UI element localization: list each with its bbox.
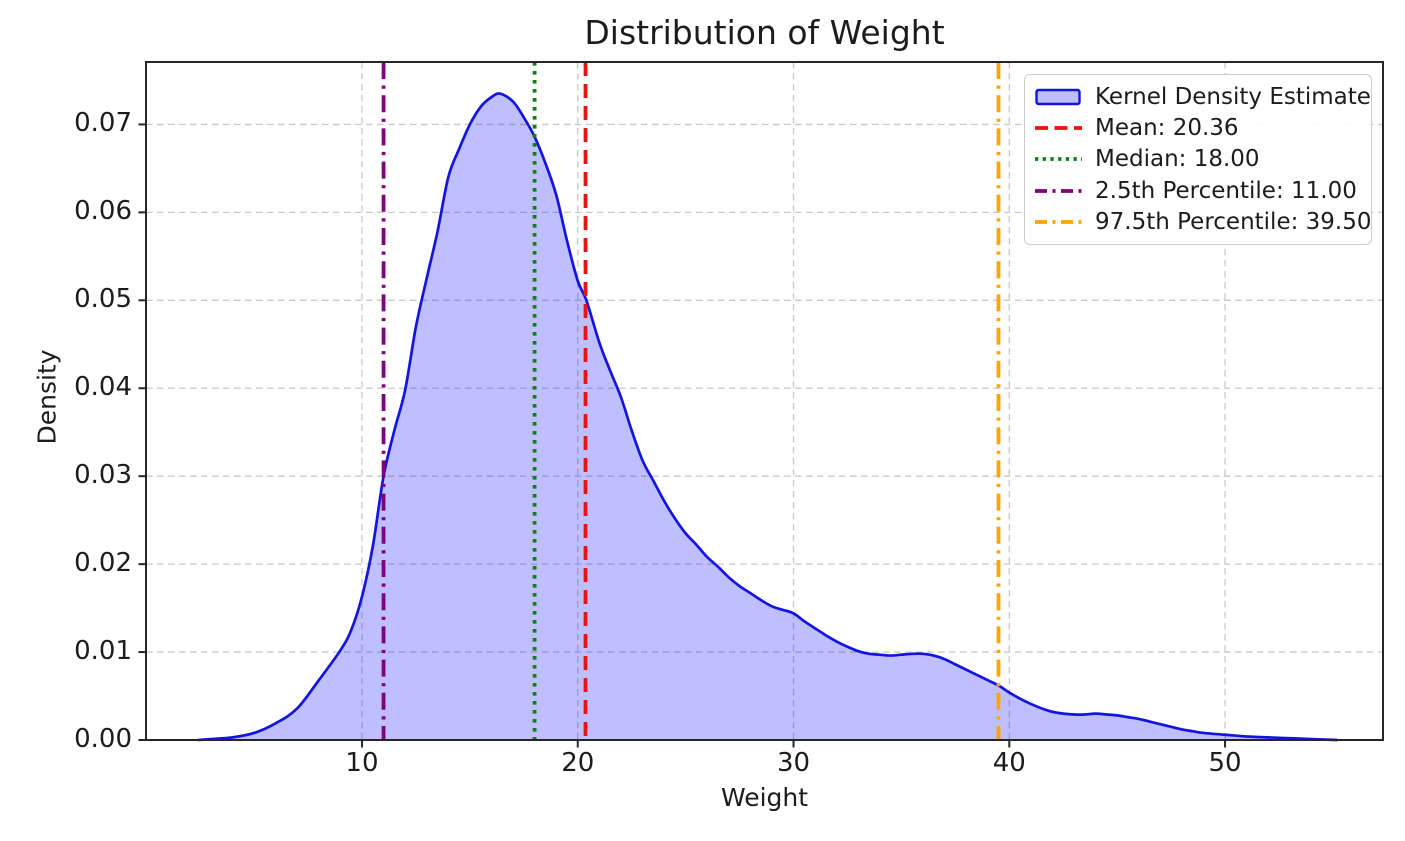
legend-label-mean: Mean: 20.36: [1095, 115, 1239, 142]
legend-item-kde: Kernel Density Estimate: [1035, 81, 1371, 112]
legend-item-median: Median: 18.00: [1035, 144, 1361, 175]
y-tick-label-0.00: 0.00: [74, 724, 132, 754]
x-tick-label-40: 40: [992, 748, 1026, 778]
y-tick-label-0.05: 0.05: [74, 284, 132, 315]
x-axis-label: Weight: [720, 783, 809, 812]
kde-line: [197, 92, 1338, 742]
plot-border: [145, 61, 1384, 741]
chart-title: Distribution of Weight: [584, 13, 945, 52]
y-tick-label-0.03: 0.03: [74, 460, 132, 491]
legend-label-percentile-high: 97.5th Percentile: 39.50: [1095, 209, 1372, 236]
legend-label-median: Median: 18.00: [1095, 146, 1260, 173]
x-tick-label-20: 20: [561, 748, 595, 778]
legend-item-mean: Mean: 20.36: [1035, 113, 1361, 144]
y-tick-label-0.01: 0.01: [74, 636, 132, 667]
legend-sample-kde: [1035, 88, 1081, 105]
legend-item-percentile-low: 2.5th Percentile: 11.00: [1035, 175, 1361, 206]
x-tick-label-30: 30: [776, 748, 811, 778]
legend-label-kde: Kernel Density Estimate: [1095, 83, 1371, 110]
legend-sample-median: [1035, 157, 1082, 162]
y-tick-label-0.02: 0.02: [74, 548, 132, 579]
legend-sample-mean: [1035, 126, 1082, 130]
y-tick-label-0.04: 0.04: [74, 372, 132, 403]
y-tick-label-0.07: 0.07: [74, 108, 132, 139]
legend: Kernel Density Estimate Mean: 20.36 Median…: [1024, 74, 1372, 245]
legend-item-percentile-high: 97.5th Percentile: 39.50: [1035, 207, 1372, 238]
x-tick-label-50: 50: [1208, 748, 1242, 778]
y-tick-label-0.06: 0.06: [74, 196, 132, 227]
x-tick-label-10: 10: [345, 748, 379, 778]
legend-sample-percentile-high: [1035, 220, 1082, 225]
legend-sample-percentile-low: [1035, 188, 1082, 193]
legend-label-percentile-low: 2.5th Percentile: 11.00: [1095, 177, 1357, 204]
kde-fill: [198, 93, 1338, 740]
